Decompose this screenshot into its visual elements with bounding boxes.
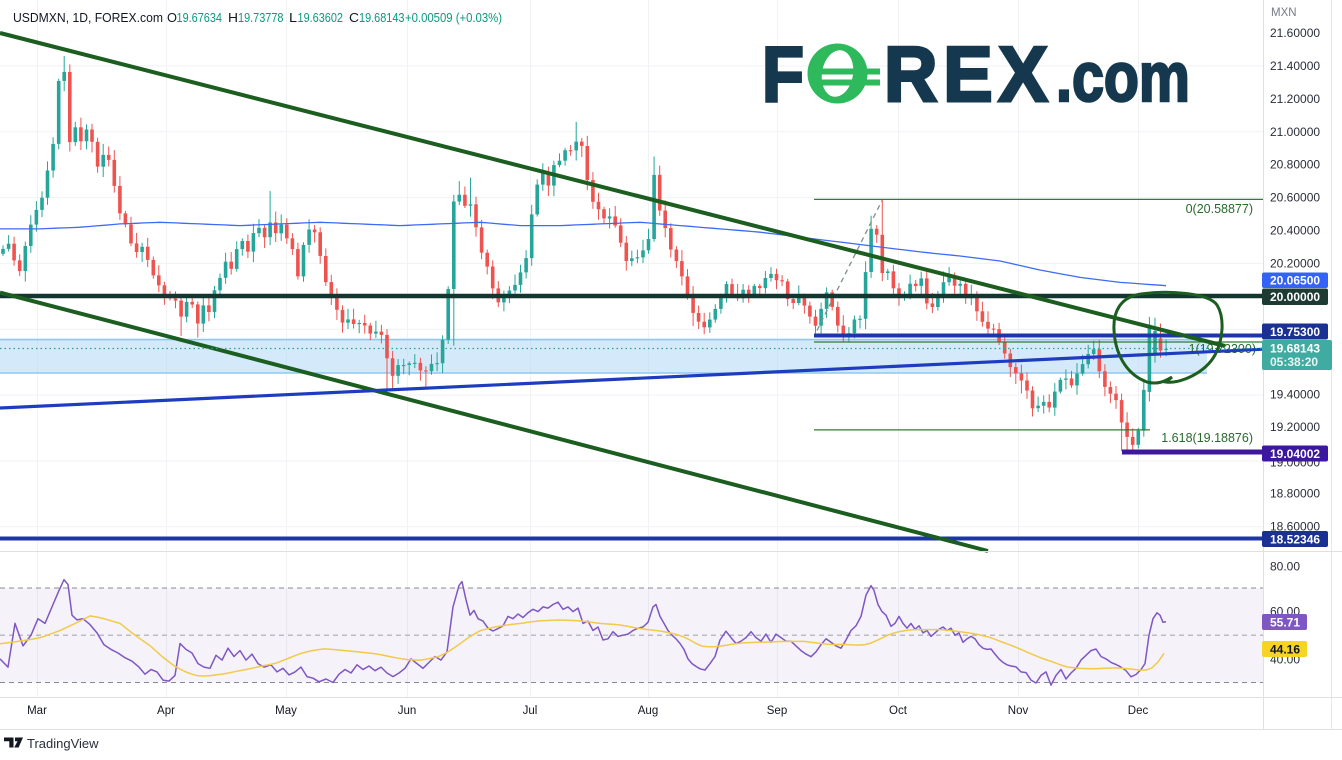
- svg-text:L: L: [289, 10, 297, 25]
- svg-text:USDMXN, 1D, FOREX.com: USDMXN, 1D, FOREX.com: [13, 10, 163, 25]
- svg-text:Sep: Sep: [767, 705, 787, 717]
- svg-text:19.75300: 19.75300: [1270, 325, 1320, 339]
- svg-text:19.67634: 19.67634: [177, 10, 223, 25]
- svg-text:+0.00509 (+0.03%): +0.00509 (+0.03%): [405, 10, 502, 25]
- svg-text:19.73778: 19.73778: [238, 10, 284, 25]
- svg-text:20.06500: 20.06500: [1270, 274, 1320, 288]
- svg-text:80.00: 80.00: [1270, 560, 1300, 574]
- svg-text:05:38:20: 05:38:20: [1270, 355, 1318, 369]
- svg-text:1.618(19.18876): 1.618(19.18876): [1161, 431, 1253, 445]
- svg-text:19.68143: 19.68143: [359, 10, 405, 25]
- svg-text:19.68143: 19.68143: [1270, 342, 1320, 356]
- svg-text:55.71: 55.71: [1270, 616, 1300, 630]
- svg-text:O: O: [167, 10, 177, 25]
- svg-text:19.04002: 19.04002: [1270, 447, 1320, 461]
- svg-text:21.60000: 21.60000: [1270, 26, 1320, 40]
- svg-text:19.40000: 19.40000: [1270, 387, 1320, 401]
- svg-text:21.20000: 21.20000: [1270, 92, 1320, 106]
- svg-text:19.20000: 19.20000: [1270, 420, 1320, 434]
- svg-text:20.00000: 20.00000: [1270, 290, 1320, 304]
- svg-text:C: C: [349, 10, 359, 25]
- svg-text:Mar: Mar: [27, 705, 47, 717]
- svg-text:Oct: Oct: [889, 705, 908, 717]
- svg-text:Apr: Apr: [157, 705, 175, 717]
- svg-text:Jun: Jun: [398, 705, 417, 717]
- svg-text:Jul: Jul: [523, 705, 538, 717]
- svg-text:.com: .com: [1056, 38, 1190, 117]
- svg-text:20.80000: 20.80000: [1270, 158, 1320, 172]
- svg-text:MXN: MXN: [1271, 7, 1297, 19]
- svg-text:20.60000: 20.60000: [1270, 191, 1320, 205]
- svg-text:May: May: [275, 705, 297, 717]
- svg-text:44.16: 44.16: [1270, 643, 1300, 657]
- svg-text:18.52346: 18.52346: [1270, 533, 1320, 547]
- svg-text:20.40000: 20.40000: [1270, 224, 1320, 238]
- svg-text:Dec: Dec: [1128, 705, 1149, 717]
- svg-text:F: F: [762, 30, 804, 118]
- svg-text:19.63602: 19.63602: [298, 10, 344, 25]
- svg-text:21.00000: 21.00000: [1270, 125, 1320, 139]
- svg-text:H: H: [228, 10, 238, 25]
- svg-text:Nov: Nov: [1008, 705, 1029, 717]
- svg-text:Aug: Aug: [638, 705, 658, 717]
- svg-text:TradingView: TradingView: [27, 736, 99, 751]
- svg-text:21.40000: 21.40000: [1270, 59, 1320, 73]
- svg-text:18.60000: 18.60000: [1270, 520, 1320, 534]
- svg-text:18.80000: 18.80000: [1270, 487, 1320, 501]
- svg-text:0(20.58877): 0(20.58877): [1186, 202, 1253, 216]
- svg-text:REX: REX: [884, 31, 1053, 118]
- svg-text:20.20000: 20.20000: [1270, 257, 1320, 271]
